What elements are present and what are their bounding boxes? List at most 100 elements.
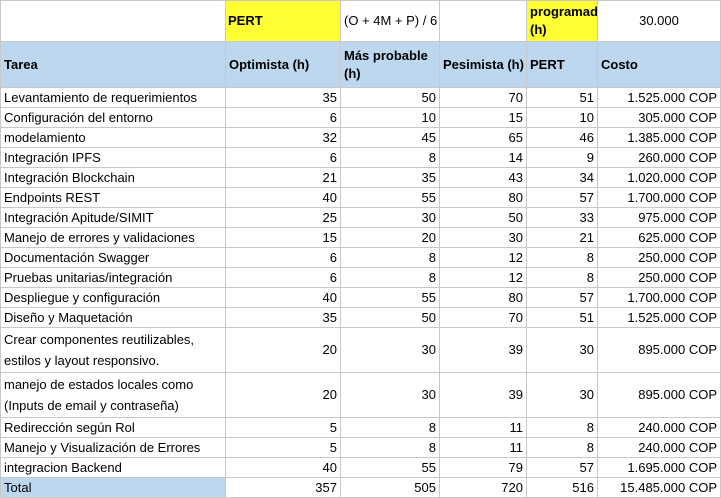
optimista-cell: 20 xyxy=(225,372,341,418)
pert-formula-cell: (O + 4M + P) / 6 xyxy=(340,0,440,42)
task-cell: Redirección según Rol xyxy=(0,417,226,438)
optimista-cell: 5 xyxy=(225,437,341,458)
header-row: Tarea Optimista (h) Más probable (h) Pes… xyxy=(0,41,721,88)
task-cell: Integración Apitude/SIMIT xyxy=(0,207,226,228)
mas-probable-cell: 50 xyxy=(340,307,440,328)
pesimista-cell: 30 xyxy=(439,227,527,248)
table-row: manejo de estados locales como (Inputs d… xyxy=(0,372,721,418)
costo-cell: 1.700.000 COP xyxy=(597,287,721,308)
top-empty-cell-2 xyxy=(439,0,527,42)
costo-cell: 1.525.000 COP xyxy=(597,87,721,108)
pesimista-cell: 15 xyxy=(439,107,527,128)
pesimista-cell: 65 xyxy=(439,127,527,148)
task-cell: manejo de estados locales como (Inputs d… xyxy=(0,372,226,418)
pert-cell: 46 xyxy=(526,127,598,148)
costo-cell: 240.000 COP xyxy=(597,437,721,458)
table-row: Diseño y Maquetación 35 50 70 51 1.525.000 CO… xyxy=(0,307,721,328)
pert-cell: 57 xyxy=(526,187,598,208)
pert-cell: 57 xyxy=(526,287,598,308)
mas-probable-cell: 50 xyxy=(340,87,440,108)
pesimista-cell: 70 xyxy=(439,307,527,328)
table-row: Manejo y Visualización de Errores 5 8 11 8 24… xyxy=(0,437,721,458)
total-row: Total 357 505 720 516 15.485.000 COP xyxy=(0,477,721,498)
mas-probable-cell: 30 xyxy=(340,372,440,418)
mas-probable-cell: 10 xyxy=(340,107,440,128)
task-cell: Despliegue y configuración xyxy=(0,287,226,308)
total-pert-cell: 516 xyxy=(526,477,598,498)
table-row: Pruebas unitarias/integración 6 8 12 8 250.00… xyxy=(0,267,721,288)
table-row: integracion Backend 40 55 79 57 1.695.000 COP xyxy=(0,457,721,478)
mas-probable-cell: 8 xyxy=(340,247,440,268)
optimista-cell: 35 xyxy=(225,307,341,328)
table-row: modelamiento 32 45 65 46 1.385.000 COP xyxy=(0,127,721,148)
table-row: Crear componentes reutilizables, estilos… xyxy=(0,327,721,373)
mas-probable-cell: 8 xyxy=(340,147,440,168)
pesimista-cell: 12 xyxy=(439,247,527,268)
costo-cell: 1.695.000 COP xyxy=(597,457,721,478)
task-cell: Pruebas unitarias/integración xyxy=(0,267,226,288)
costo-cell: 895.000 COP xyxy=(597,372,721,418)
table-row: Despliegue y configuración 40 55 80 57 1.700.… xyxy=(0,287,721,308)
mas-probable-cell: 30 xyxy=(340,207,440,228)
task-cell: Endpoints REST xyxy=(0,187,226,208)
mas-probable-cell: 20 xyxy=(340,227,440,248)
table-row: Integración IPFS 6 8 14 9 260.000 COP xyxy=(0,147,721,168)
task-cell: Configuración del entorno xyxy=(0,107,226,128)
mas-probable-cell: 8 xyxy=(340,437,440,458)
pert-cell: 8 xyxy=(526,417,598,438)
table-row: Integración Blockchain 21 35 43 34 1.020.000 … xyxy=(0,167,721,188)
header-tarea: Tarea xyxy=(0,41,226,88)
programmer-label-cell: programador (h) xyxy=(526,0,598,42)
costo-cell: 1.385.000 COP xyxy=(597,127,721,148)
costo-cell: 250.000 COP xyxy=(597,247,721,268)
table-row: Configuración del entorno 6 10 15 10 305.000 … xyxy=(0,107,721,128)
mas-probable-cell: 8 xyxy=(340,417,440,438)
pert-cell: 21 xyxy=(526,227,598,248)
pesimista-cell: 43 xyxy=(439,167,527,188)
costo-cell: 1.525.000 COP xyxy=(597,307,721,328)
pesimista-cell: 80 xyxy=(439,287,527,308)
pert-label-cell: PERT xyxy=(225,0,341,42)
total-costo-cell: 15.485.000 COP xyxy=(597,477,721,498)
optimista-cell: 40 xyxy=(225,287,341,308)
optimista-cell: 32 xyxy=(225,127,341,148)
costo-cell: 1.700.000 COP xyxy=(597,187,721,208)
task-cell: Manejo de errores y validaciones xyxy=(0,227,226,248)
pert-cell: 51 xyxy=(526,307,598,328)
total-pesimista-cell: 720 xyxy=(439,477,527,498)
mas-probable-cell: 45 xyxy=(340,127,440,148)
table-row: Redirección según Rol 5 8 11 8 240.000 COP xyxy=(0,417,721,438)
pert-cell: 9 xyxy=(526,147,598,168)
mas-probable-cell: 30 xyxy=(340,327,440,373)
task-cell: Crear componentes reutilizables, estilos… xyxy=(0,327,226,373)
optimista-cell: 6 xyxy=(225,107,341,128)
costo-cell: 1.020.000 COP xyxy=(597,167,721,188)
pesimista-cell: 11 xyxy=(439,437,527,458)
task-cell: Integración Blockchain xyxy=(0,167,226,188)
task-cell: Documentación Swagger xyxy=(0,247,226,268)
costo-cell: 260.000 COP xyxy=(597,147,721,168)
header-pesimista: Pesimista (h) xyxy=(439,41,527,88)
pesimista-cell: 70 xyxy=(439,87,527,108)
optimista-cell: 25 xyxy=(225,207,341,228)
task-cell: integracion Backend xyxy=(0,457,226,478)
mas-probable-cell: 35 xyxy=(340,167,440,188)
pert-cell: 34 xyxy=(526,167,598,188)
pert-cell: 33 xyxy=(526,207,598,228)
task-cell: Levantamiento de requerimientos xyxy=(0,87,226,108)
task-cell: modelamiento xyxy=(0,127,226,148)
header-mas-probable: Más probable (h) xyxy=(340,41,440,88)
pert-cell: 8 xyxy=(526,437,598,458)
costo-cell: 975.000 COP xyxy=(597,207,721,228)
header-optimista: Optimista (h) xyxy=(225,41,341,88)
optimista-cell: 20 xyxy=(225,327,341,373)
pert-cell: 8 xyxy=(526,267,598,288)
pesimista-cell: 14 xyxy=(439,147,527,168)
pesimista-cell: 80 xyxy=(439,187,527,208)
pert-cell: 8 xyxy=(526,247,598,268)
pesimista-cell: 11 xyxy=(439,417,527,438)
table-row: Levantamiento de requerimientos 35 50 70 51 1… xyxy=(0,87,721,108)
costo-cell: 240.000 COP xyxy=(597,417,721,438)
header-costo: Costo xyxy=(597,41,721,88)
